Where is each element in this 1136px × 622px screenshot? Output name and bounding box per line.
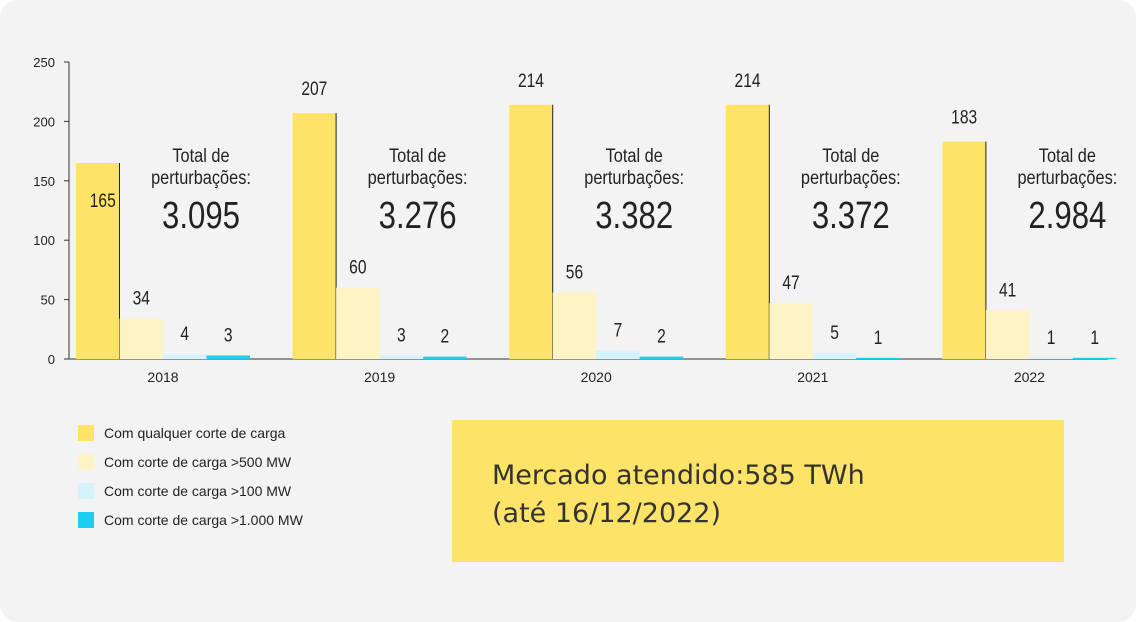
legend-swatch (78, 424, 94, 441)
legend-label: Com qualquer corte de carga (104, 424, 286, 441)
total-label-line2: perturbações: (1017, 167, 1117, 188)
data-label: 3 (224, 324, 233, 346)
data-label: 207 (301, 78, 327, 100)
data-label: 1 (1047, 326, 1056, 348)
total-value: 3.276 (379, 195, 457, 237)
bar (76, 162, 120, 359)
x-tick-label: 2022 (1014, 369, 1045, 385)
total-label-line2: perturbações: (584, 167, 684, 188)
bar (1029, 357, 1073, 359)
bar (119, 318, 163, 359)
legend-item: Com corte de carga >100 MW (78, 476, 303, 505)
total-label-line1: Total de (1039, 145, 1096, 166)
data-label: 47 (782, 272, 799, 294)
data-label: 183 (951, 106, 977, 128)
legend-label: Com corte de carga >500 MW (104, 453, 292, 470)
x-tick-label: 2018 (147, 369, 178, 385)
data-label: 1 (874, 326, 883, 348)
bar (336, 287, 380, 359)
bar (639, 356, 684, 359)
market-box: Mercado atendido:585 TWh (até 16/12/2022… (452, 420, 1064, 562)
y-tick-label: 150 (33, 174, 55, 189)
x-tick-label: 2019 (364, 369, 395, 385)
total-label-line1: Total de (822, 145, 879, 166)
y-tick-label: 100 (33, 233, 55, 248)
market-title: Mercado atendido:585 TWh (492, 460, 865, 491)
data-label: 41 (999, 279, 1016, 301)
bar (856, 357, 900, 359)
x-tick-label: 2021 (797, 369, 828, 385)
x-tick-label: 2020 (581, 369, 612, 385)
legend-item: Com corte de carga >1.000 MW (78, 505, 303, 534)
y-tick-label: 250 (33, 55, 55, 70)
legend-item: Com corte de carga >500 MW (78, 447, 303, 476)
data-label: 5 (830, 322, 839, 344)
legend-item: Com qualquer corte de carga (78, 418, 303, 447)
data-label: 2 (657, 325, 666, 347)
bar (812, 353, 857, 359)
bar (379, 355, 424, 359)
bar (942, 141, 986, 359)
data-label: 214 (735, 69, 761, 91)
bar (552, 292, 597, 359)
bar (725, 104, 770, 359)
total-value: 3.372 (812, 195, 890, 237)
bar (423, 356, 467, 359)
total-label-line2: perturbações: (151, 167, 251, 188)
bar (163, 354, 207, 359)
y-tick-label: 200 (33, 114, 55, 129)
bar (206, 355, 250, 359)
bar (985, 310, 1030, 359)
data-label: 214 (518, 69, 544, 91)
legend-label: Com corte de carga >100 MW (104, 482, 292, 499)
data-label: 2 (441, 325, 450, 347)
total-value: 3.095 (162, 195, 240, 237)
total-label-line2: perturbações: (368, 167, 468, 188)
data-label: 7 (614, 319, 623, 341)
bar (509, 104, 553, 359)
y-tick-label: 50 (41, 293, 55, 308)
bar (596, 350, 640, 359)
legend-swatch (78, 453, 94, 470)
data-label: 165 (90, 189, 116, 211)
y-tick-label: 0 (48, 352, 55, 367)
total-label-line1: Total de (389, 145, 446, 166)
data-label: 60 (349, 256, 366, 278)
total-label-line1: Total de (172, 145, 229, 166)
total-label-line2: perturbações: (801, 167, 901, 188)
bar (769, 303, 813, 359)
data-label: 4 (180, 323, 189, 345)
legend-label: Com corte de carga >1.000 MW (104, 511, 303, 528)
legend: Com qualquer corte de carga Com corte de … (78, 418, 303, 534)
data-label: 1 (1090, 326, 1099, 348)
market-date: (até 16/12/2022) (492, 498, 722, 529)
data-label: 34 (133, 287, 151, 309)
total-label-line1: Total de (606, 145, 663, 166)
total-value: 3.382 (595, 195, 673, 237)
legend-swatch (78, 511, 94, 528)
data-label: 3 (397, 324, 406, 346)
legend-swatch (78, 482, 94, 499)
data-label: 56 (566, 261, 583, 283)
bar (292, 113, 337, 359)
bar (1072, 357, 1117, 359)
total-value: 2.984 (1028, 195, 1106, 237)
